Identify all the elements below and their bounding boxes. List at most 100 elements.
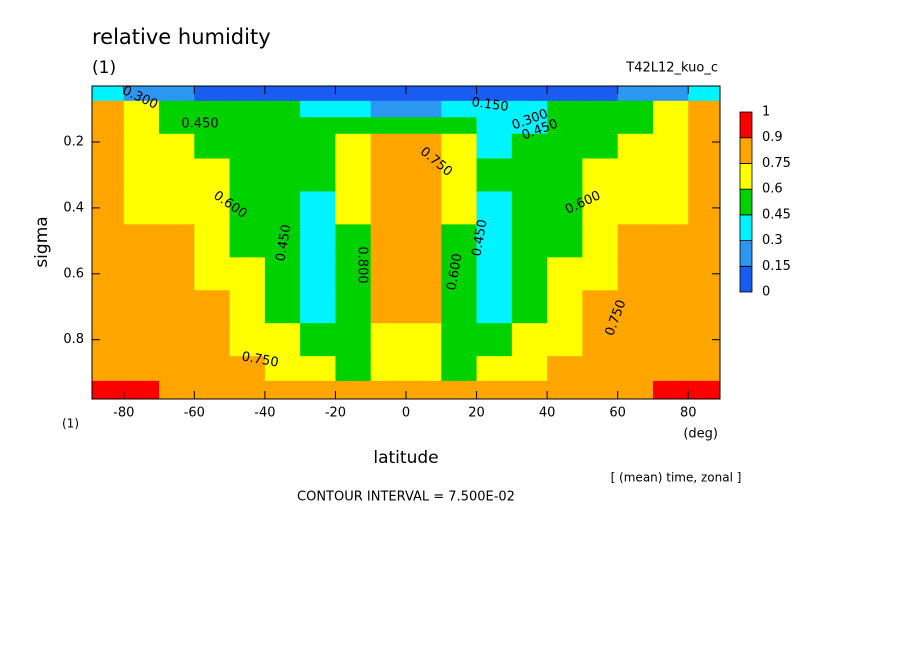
colorbar-box: [739, 214, 753, 241]
field-cell: [582, 380, 619, 400]
field-cell: [617, 133, 654, 159]
field-cell: [264, 86, 301, 102]
field-cell: [335, 356, 372, 382]
field-cell: [582, 86, 619, 102]
field-cell: [547, 86, 583, 102]
field-cell: [194, 380, 231, 400]
field-cell: [300, 158, 336, 192]
y-tick-label: 0.2: [63, 135, 84, 150]
field-cell: [370, 380, 407, 400]
field-cell: [194, 158, 231, 192]
y-tick-label: 0.8: [63, 332, 84, 347]
field-cell: [229, 356, 266, 382]
field-cell: [652, 290, 689, 324]
field-cell: [92, 356, 125, 382]
field-cell: [476, 290, 513, 324]
field-cell: [511, 356, 548, 382]
x-tick-label: 40: [539, 406, 556, 421]
colorbar-box: [739, 188, 753, 216]
field-cell: [370, 323, 407, 357]
contour-label: 0.450: [469, 218, 490, 257]
field-cell: [335, 86, 372, 102]
field-cell: [300, 133, 336, 159]
field-cell: [370, 356, 407, 382]
field-cell: [617, 117, 654, 135]
field-cell: [406, 133, 442, 159]
field-cell: [335, 191, 372, 225]
field-cell: [441, 356, 478, 382]
colorbar-label: 0.9: [762, 130, 783, 145]
chart-title: relative humidity: [92, 25, 271, 49]
field-cell: [194, 100, 231, 118]
contour-label: 0.150: [471, 95, 510, 115]
field-cell: [264, 158, 301, 192]
field-cell: [335, 380, 372, 400]
colorbar-box: [739, 240, 753, 267]
field-cell: [123, 224, 160, 258]
field-cell: [441, 290, 478, 324]
field-cell: [441, 224, 478, 258]
field-cell: [617, 224, 654, 258]
field-cell: [229, 290, 266, 324]
field-cell: [511, 224, 548, 258]
field-cell: [617, 158, 654, 192]
field-cell: [406, 380, 442, 400]
contour-label: 0.450: [181, 117, 218, 132]
field-cell: [476, 380, 513, 400]
field-cell: [582, 191, 619, 225]
field-cell: [476, 86, 513, 102]
field-cell: [300, 100, 336, 118]
field-cell: [159, 158, 195, 192]
field-cell: [652, 380, 689, 400]
field-cell: [511, 290, 548, 324]
field-cell: [652, 191, 689, 225]
field-cell: [582, 158, 619, 192]
field-cell: [582, 290, 619, 324]
field-cell: [406, 100, 442, 118]
field-cell: [406, 86, 442, 102]
field-cell: [300, 323, 336, 357]
field-cell: [264, 191, 301, 225]
field-cell: [92, 133, 125, 159]
field-cell: [123, 158, 160, 192]
field-cell: [652, 133, 689, 159]
field-cell: [582, 133, 619, 159]
field-cell: [441, 380, 478, 400]
field-cell: [688, 356, 721, 382]
field-cell: [159, 86, 195, 102]
field-cell: [335, 133, 372, 159]
contour-label: 0.600: [444, 252, 465, 291]
x-tick-label: -80: [113, 406, 134, 421]
field-cell: [547, 356, 583, 382]
field-cell: [335, 257, 372, 291]
contour-label: 0.800: [355, 246, 370, 283]
field-cell: [123, 257, 160, 291]
y-axis-label: sigma: [32, 216, 52, 267]
field-cell: [511, 133, 548, 159]
field-cell: [406, 117, 442, 135]
field-cell: [264, 117, 301, 135]
y-tick-label: 0.6: [63, 266, 84, 281]
field-cell: [582, 356, 619, 382]
field-cell: [617, 100, 654, 118]
field-cell: [476, 191, 513, 225]
field-cell: [123, 100, 160, 118]
field-cell: [159, 224, 195, 258]
field-cell: [300, 117, 336, 135]
field-cell: [652, 323, 689, 357]
field-cell: [652, 100, 689, 118]
field-cell: [92, 100, 125, 118]
field-cell: [476, 257, 513, 291]
field-cell: [652, 117, 689, 135]
note: [ (mean) time, zonal ]: [611, 471, 742, 485]
field-cell: [229, 117, 266, 135]
field-cell: [335, 290, 372, 324]
field-cell: [582, 117, 619, 135]
field-cell: [476, 117, 513, 135]
field-cell: [370, 117, 407, 135]
contour-interval: CONTOUR INTERVAL = 7.500E-02: [297, 490, 515, 505]
contour-label: 0.750: [240, 349, 279, 370]
field-cell: [370, 133, 407, 159]
field-cell: [511, 158, 548, 192]
field-cell: [688, 290, 721, 324]
